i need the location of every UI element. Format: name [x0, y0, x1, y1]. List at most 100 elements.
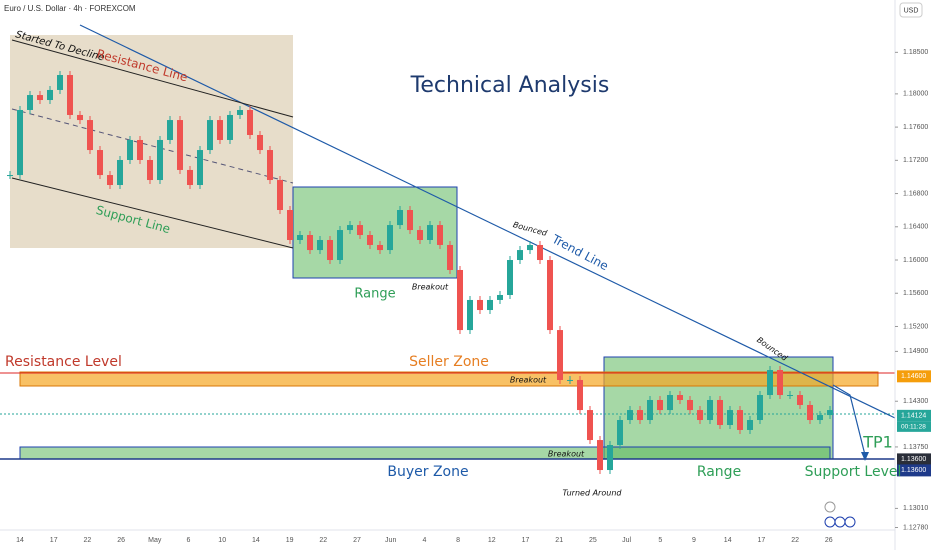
candle [797, 395, 803, 405]
y-tick-label: 1.13010 [903, 505, 928, 512]
channel-bottom [11, 177, 294, 249]
candle [427, 225, 433, 240]
price-tag [897, 464, 931, 477]
currency: USD [904, 7, 919, 14]
candle [777, 370, 783, 396]
currency-box [899, 2, 923, 18]
candle [377, 244, 383, 251]
candle [527, 244, 533, 251]
x-tick-label: 14 [252, 537, 260, 544]
y-tick-label: 1.17200 [903, 157, 928, 164]
candle [727, 410, 733, 425]
y-tick-label: 1.16800 [903, 190, 928, 197]
y-tick-label: 1.13750 [903, 444, 928, 451]
candle [367, 235, 373, 245]
x-tick-label: 14 [724, 537, 732, 544]
candle [177, 120, 183, 170]
price-tag-label: 1.13600 [901, 456, 926, 463]
x-tick-label: Jun [385, 537, 396, 544]
candle [227, 114, 233, 140]
candle [697, 410, 703, 421]
candle [337, 230, 343, 261]
candle [167, 120, 173, 140]
candle [317, 239, 323, 251]
candle [187, 169, 193, 186]
candle [387, 225, 393, 251]
annotation: Range [354, 287, 395, 302]
candle [407, 210, 413, 231]
candle [557, 330, 563, 380]
icons [824, 501, 856, 528]
y-tick-label: 1.16400 [903, 224, 928, 231]
channel-mid [11, 108, 294, 184]
candle [47, 89, 53, 101]
candle [267, 150, 273, 181]
y-tick-label: 1.17600 [903, 124, 928, 131]
headline: Technical Analysis [410, 73, 610, 98]
candle [627, 410, 633, 421]
trend-line [79, 24, 896, 419]
channel-top [11, 39, 294, 118]
candle [417, 230, 423, 240]
candle [577, 379, 583, 411]
buyer-zone [19, 446, 831, 460]
candle [767, 370, 773, 396]
x-tick-label: 8 [456, 537, 460, 544]
candle [57, 75, 63, 90]
candle [127, 139, 133, 160]
x-tick-label: Jul [622, 537, 631, 544]
candle [607, 445, 613, 471]
candle [667, 395, 673, 411]
candle [807, 404, 813, 421]
candle [477, 299, 483, 311]
candle [27, 95, 33, 110]
x-tick-label: 12 [488, 537, 496, 544]
x-tick-label: 21 [555, 537, 563, 544]
y-tick-label: 1.15600 [903, 290, 928, 297]
candle [117, 159, 123, 186]
candle [677, 395, 683, 400]
candle [757, 395, 763, 421]
price-tag-label: 1.14600 [901, 373, 926, 380]
y-tick-label: 1.18500 [903, 49, 928, 56]
annotation: Buyer Zone [387, 464, 468, 480]
x-tick-label: 10 [218, 537, 226, 544]
candle [347, 225, 353, 231]
candle [87, 120, 93, 151]
candle [597, 440, 603, 471]
candle [327, 239, 333, 261]
icon [824, 501, 836, 513]
candle [107, 175, 113, 186]
candle [457, 269, 463, 331]
y-tick-label: 1.14300 [903, 398, 928, 405]
projection [832, 384, 866, 456]
candle [617, 420, 623, 446]
candle [467, 299, 473, 331]
candle [587, 410, 593, 441]
y-tick-label: 1.15200 [903, 323, 928, 330]
x-tick-label: 6 [187, 537, 191, 544]
annotation: Seller Zone [409, 354, 489, 370]
x-tick-label: 17 [522, 537, 530, 544]
x-tick-label: 26 [117, 537, 125, 544]
candle [237, 109, 243, 115]
candle [547, 260, 553, 331]
candle [277, 180, 283, 211]
icon [834, 516, 846, 528]
candle [497, 294, 503, 300]
candle [7, 175, 13, 177]
annotation: Breakout [412, 283, 449, 292]
symbol-title: Euro / U.S. Dollar · 4h · FOREXCOM [4, 4, 136, 13]
candle [287, 210, 293, 240]
candle [507, 260, 513, 295]
annotation: Breakout [510, 376, 547, 385]
price-tag [897, 370, 931, 383]
candle [397, 210, 403, 226]
candle [567, 379, 573, 381]
countdown-box [897, 421, 931, 432]
annotation: TP1 [862, 433, 893, 452]
x-tick-label: 22 [84, 537, 92, 544]
x-tick-label: 25 [589, 537, 597, 544]
x-tick-label: 17 [50, 537, 58, 544]
annotation: Breakout [548, 450, 585, 459]
